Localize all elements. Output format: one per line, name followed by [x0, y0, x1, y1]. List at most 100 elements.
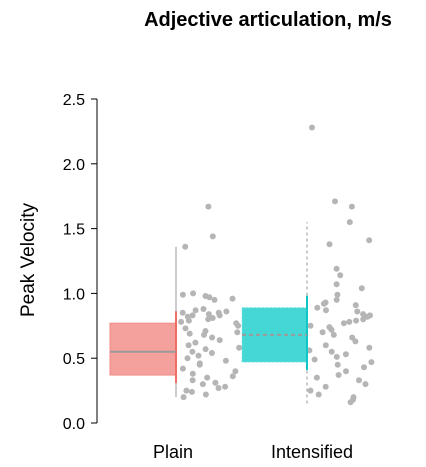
data-point-intensified [313, 374, 320, 381]
data-point-intensified [361, 364, 367, 371]
data-point-plain [229, 373, 236, 380]
data-point-plain [179, 365, 186, 372]
data-point-plain [216, 337, 223, 344]
data-point-plain [235, 322, 242, 329]
data-point-intensified [320, 300, 327, 307]
data-point-plain [204, 374, 211, 381]
data-point-plain [211, 296, 218, 303]
category-label-intensified: Intensified [271, 442, 353, 462]
data-point-intensified [307, 322, 314, 329]
data-point-plain [206, 294, 213, 301]
data-point-plain [195, 352, 202, 359]
data-point-plain [192, 339, 199, 346]
data-point-plain [222, 357, 229, 364]
data-point-plain [216, 312, 223, 319]
data-point-intensified [333, 353, 340, 360]
data-point-intensified [319, 329, 326, 336]
data-point-plain [182, 325, 189, 332]
data-point-intensified [311, 356, 318, 363]
data-point-intensified [322, 383, 329, 390]
data-point-intensified [328, 326, 335, 333]
points-layer [178, 124, 375, 406]
boxes-layer [109, 222, 308, 404]
data-point-plain [186, 330, 193, 337]
y-tick-label: 0.0 [63, 416, 85, 433]
data-point-intensified [368, 359, 375, 366]
y-axis-label: Peak Velocity [18, 202, 39, 317]
data-point-plain [190, 290, 197, 297]
data-point-plain [234, 329, 241, 336]
data-point-plain [209, 334, 216, 341]
data-point-intensified [314, 304, 321, 311]
data-point-plain [215, 385, 222, 391]
data-point-intensified [323, 307, 329, 314]
data-point-plain [180, 394, 187, 401]
data-point-plain [189, 348, 196, 355]
data-point-intensified [348, 203, 355, 210]
data-point-plain [205, 316, 212, 323]
data-point-intensified [354, 308, 361, 315]
data-point-intensified [362, 381, 369, 388]
data-point-intensified [356, 377, 362, 384]
data-point-intensified [315, 391, 322, 398]
data-point-intensified [309, 124, 315, 131]
data-point-intensified [342, 351, 349, 358]
data-point-plain [236, 344, 243, 351]
data-point-intensified [337, 272, 344, 279]
data-point-intensified [333, 265, 340, 272]
data-point-intensified [322, 342, 329, 349]
y-tick-label: 1.5 [63, 222, 85, 239]
data-point-intensified [326, 241, 333, 248]
data-point-intensified [347, 399, 354, 406]
data-point-intensified [335, 372, 342, 378]
data-point-plain [222, 383, 229, 390]
data-point-intensified [366, 237, 373, 244]
data-point-plain [185, 317, 192, 324]
data-point-intensified [353, 317, 360, 324]
data-point-plain [201, 331, 207, 338]
data-point-plain [202, 391, 209, 398]
data-point-plain [232, 368, 239, 375]
data-point-intensified [352, 302, 359, 309]
data-point-intensified [366, 344, 373, 351]
data-point-intensified [307, 387, 314, 394]
y-tick-label: 2.0 [63, 157, 85, 174]
data-point-plain [185, 342, 192, 349]
data-point-intensified [346, 219, 353, 226]
data-point-plain [178, 318, 185, 325]
data-point-plain [179, 291, 186, 298]
data-point-intensified [340, 320, 347, 327]
data-point-plain [182, 243, 189, 250]
y-tick-label: 1.0 [63, 286, 85, 303]
data-point-intensified [343, 368, 349, 375]
data-point-plain [208, 350, 215, 356]
data-point-plain [202, 346, 209, 353]
data-point-plain [196, 361, 203, 368]
data-point-intensified [334, 291, 341, 298]
data-point-plain [209, 233, 216, 240]
data-point-plain [188, 388, 195, 395]
data-point-plain [192, 307, 199, 314]
y-tick-label: 0.5 [63, 351, 85, 368]
data-point-plain [189, 312, 196, 319]
data-point-intensified [333, 281, 340, 288]
data-point-intensified [352, 338, 359, 345]
data-point-plain [200, 306, 207, 312]
data-point-plain [209, 315, 216, 321]
data-point-intensified [328, 348, 335, 355]
data-point-intensified [360, 311, 367, 318]
y-axis: 0.0 0.5 1.0 1.5 2.0 2.5 [63, 92, 98, 433]
data-point-plain [199, 381, 206, 388]
data-point-plain [179, 309, 186, 316]
data-point-plain [189, 377, 196, 384]
chart-title: Adjective articulation, m/s [144, 9, 392, 31]
data-point-intensified [360, 316, 367, 323]
data-point-intensified [333, 296, 340, 303]
data-point-plain [205, 203, 212, 210]
data-point-plain [189, 370, 196, 377]
data-point-plain [184, 355, 191, 362]
data-point-intensified [358, 285, 365, 292]
data-point-plain [183, 387, 190, 394]
y-tick-label: 2.5 [63, 92, 85, 109]
